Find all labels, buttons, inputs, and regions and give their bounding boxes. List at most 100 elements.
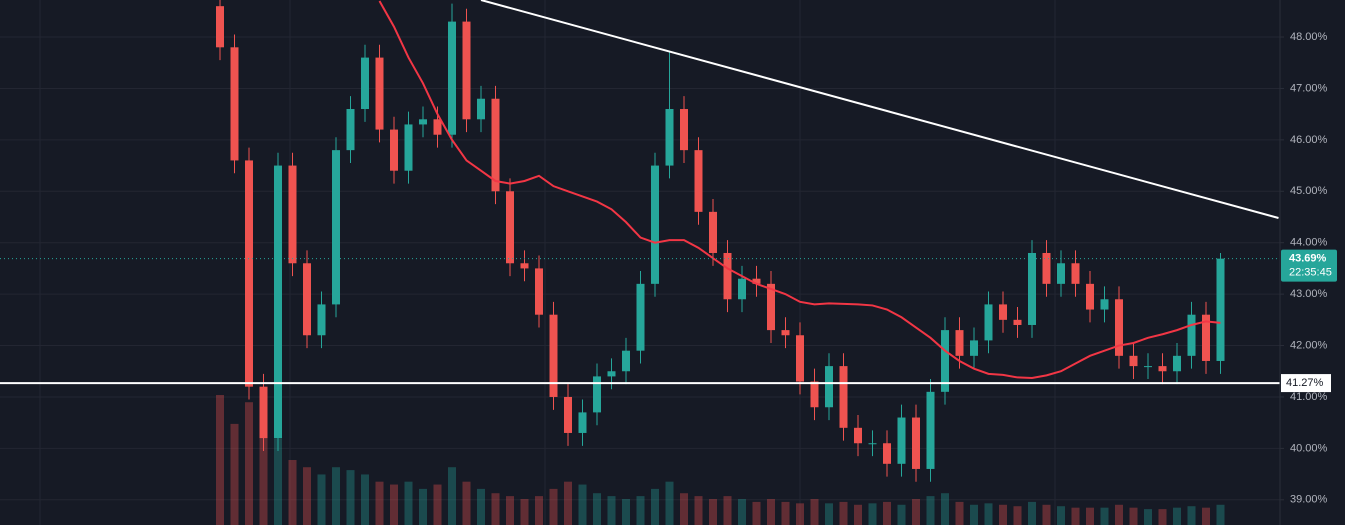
- candle-body: [1216, 258, 1225, 361]
- volume-bar: [564, 481, 572, 525]
- volume-bar: [346, 470, 355, 525]
- y-tick-label: 43.00%: [1290, 288, 1328, 300]
- candle-body: [332, 150, 340, 305]
- volume-bar: [230, 423, 239, 525]
- volume-bar: [680, 493, 688, 525]
- volume-bar: [781, 501, 790, 525]
- grid: [0, 36, 1280, 501]
- candle-body: [390, 129, 398, 171]
- volume-bar: [1129, 507, 1138, 525]
- candle-body: [796, 335, 804, 382]
- candle-body: [535, 268, 543, 315]
- candle-body: [375, 57, 384, 130]
- candle-body: [245, 160, 253, 387]
- volume-bar: [593, 493, 601, 525]
- volume-bar: [549, 488, 558, 525]
- candle-body: [1158, 366, 1167, 372]
- volume-bar: [1057, 506, 1065, 525]
- candle-body: [636, 283, 645, 351]
- candle-body: [897, 417, 906, 464]
- volume-bar: [288, 460, 297, 525]
- candle-body: [810, 381, 819, 408]
- y-tick-label: 39.00%: [1290, 494, 1328, 506]
- candle-body: [1086, 283, 1094, 310]
- candle-body: [970, 340, 978, 356]
- volume-bar: [1071, 507, 1080, 525]
- volume-bar: [665, 481, 674, 525]
- candle-body: [448, 21, 456, 135]
- candle-body: [274, 165, 282, 439]
- support-label: 41.27%: [1286, 377, 1324, 389]
- y-tick-label: 41.00%: [1290, 391, 1328, 403]
- candle-body: [723, 252, 732, 300]
- candle-body: [578, 412, 587, 433]
- volume-bar: [897, 504, 906, 525]
- last-price-label: 43.69%: [1289, 253, 1327, 265]
- y-tick-label: 48.00%: [1290, 31, 1328, 43]
- moving-average: [378, 0, 1221, 379]
- candle-body: [346, 109, 355, 151]
- candle-body: [1100, 299, 1109, 310]
- candle-body: [462, 21, 471, 120]
- candle-body: [665, 109, 674, 166]
- candle-body: [1173, 355, 1181, 372]
- candle-body: [419, 119, 427, 125]
- candle-body: [767, 283, 775, 331]
- volume-bar: [752, 501, 761, 525]
- candle-body: [651, 165, 659, 284]
- candle-body: [593, 376, 601, 413]
- volume-bar: [723, 496, 732, 525]
- candle-body: [883, 443, 891, 464]
- volume-bar: [1187, 506, 1196, 525]
- volume-bar: [1028, 501, 1036, 525]
- volume-bar: [1042, 504, 1051, 525]
- candle-body: [955, 330, 964, 356]
- y-tick-label: 42.00%: [1290, 339, 1328, 351]
- volume-bar: [839, 501, 848, 525]
- volume-bar: [810, 499, 819, 525]
- candle-body: [1071, 263, 1080, 284]
- last-price-box: [1281, 249, 1337, 282]
- volume-bar: [375, 481, 384, 525]
- volume-bar: [883, 501, 891, 525]
- volume-bar: [361, 474, 369, 525]
- volume-bar: [912, 499, 920, 525]
- volume-bar: [1144, 509, 1152, 525]
- candle-body: [317, 304, 326, 336]
- volume-bar: [984, 503, 993, 525]
- volume-bar: [259, 409, 268, 525]
- volume-bar: [970, 504, 978, 525]
- countdown: 22:35:45: [1289, 267, 1332, 279]
- candle-body: [1202, 314, 1210, 361]
- y-tick-label: 46.00%: [1290, 134, 1328, 146]
- volume-bar: [1173, 507, 1181, 525]
- candle-body: [477, 98, 485, 120]
- candle-body: [607, 371, 616, 377]
- candle-body: [288, 165, 297, 264]
- volume-bar: [404, 481, 413, 525]
- volume-bar: [448, 467, 456, 525]
- volume-bar: [520, 499, 529, 525]
- volume-bar: [999, 504, 1007, 525]
- y-tick-label: 47.00%: [1290, 82, 1328, 94]
- volume-bar: [796, 503, 804, 525]
- y-tick-label: 40.00%: [1290, 442, 1328, 454]
- candle-body: [564, 396, 572, 433]
- candle-body: [1115, 299, 1123, 356]
- plot: [0, 0, 1280, 482]
- candle-body: [868, 443, 877, 445]
- candle-body: [1144, 366, 1152, 368]
- candle-body: [752, 278, 761, 284]
- candle-body: [303, 263, 311, 336]
- trendline: [480, 0, 1279, 219]
- candle-body: [1129, 355, 1138, 367]
- volume-bar: [506, 496, 514, 525]
- volume-bar: [535, 496, 543, 525]
- candle-body: [404, 124, 413, 171]
- candle-body: [680, 109, 688, 151]
- candle-body: [491, 98, 500, 192]
- candle-body: [825, 366, 833, 408]
- volume-bar: [303, 467, 311, 525]
- candle-body: [1057, 263, 1065, 284]
